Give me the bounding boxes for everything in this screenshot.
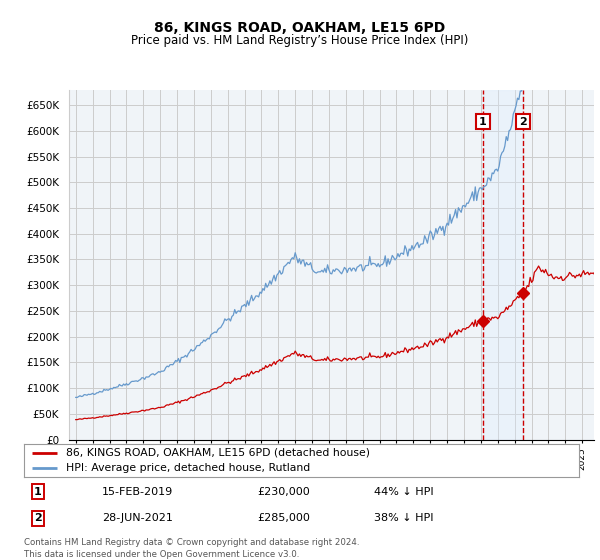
Text: 2: 2 [34, 514, 42, 524]
Text: £285,000: £285,000 [257, 514, 310, 524]
Text: Contains HM Land Registry data © Crown copyright and database right 2024.
This d: Contains HM Land Registry data © Crown c… [24, 538, 359, 559]
Text: 38% ↓ HPI: 38% ↓ HPI [374, 514, 433, 524]
Text: 2: 2 [519, 116, 527, 127]
Text: £230,000: £230,000 [257, 487, 310, 497]
Text: 15-FEB-2019: 15-FEB-2019 [102, 487, 173, 497]
Text: 1: 1 [479, 116, 487, 127]
Text: 44% ↓ HPI: 44% ↓ HPI [374, 487, 433, 497]
Text: Price paid vs. HM Land Registry’s House Price Index (HPI): Price paid vs. HM Land Registry’s House … [131, 34, 469, 47]
Text: 1: 1 [34, 487, 42, 497]
Text: 86, KINGS ROAD, OAKHAM, LE15 6PD (detached house): 86, KINGS ROAD, OAKHAM, LE15 6PD (detach… [65, 447, 370, 458]
Text: 86, KINGS ROAD, OAKHAM, LE15 6PD: 86, KINGS ROAD, OAKHAM, LE15 6PD [154, 21, 446, 35]
Text: HPI: Average price, detached house, Rutland: HPI: Average price, detached house, Rutl… [65, 463, 310, 473]
Bar [483, 90, 523, 440]
Text: 28-JUN-2021: 28-JUN-2021 [102, 514, 173, 524]
